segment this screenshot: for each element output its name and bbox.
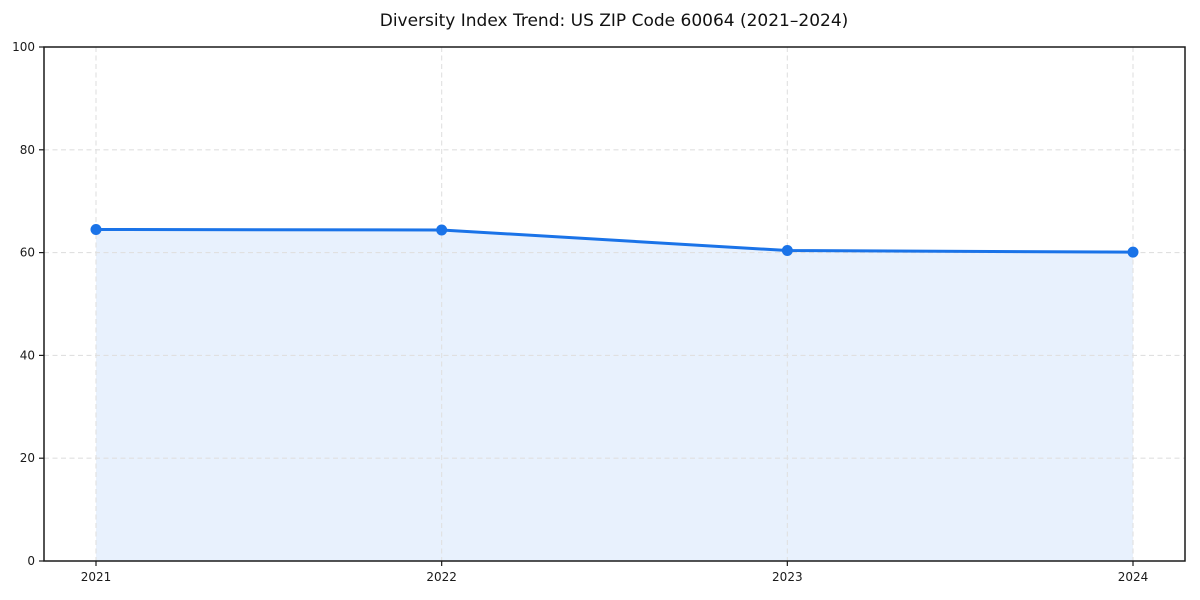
trend-line [94, 227, 1135, 254]
data-point [436, 224, 448, 236]
y-tick-label: 40 [20, 348, 35, 362]
y-tick-label: 60 [20, 246, 35, 260]
x-tick-label: 2024 [1118, 570, 1149, 584]
y-tick-label: 0 [27, 554, 35, 568]
y-tick-label: 100 [12, 40, 35, 54]
data-point [90, 223, 102, 235]
x-tick-label: 2021 [81, 570, 112, 584]
data-point [781, 245, 793, 257]
x-tick-label: 2022 [426, 570, 457, 584]
y-tick-label: 80 [20, 143, 35, 157]
x-tick-label: 2023 [772, 570, 803, 584]
chart-title: Diversity Index Trend: US ZIP Code 60064… [379, 11, 849, 31]
y-tick-label: 20 [20, 451, 35, 465]
axis-frame [43, 46, 1186, 562]
data-point [1127, 246, 1139, 258]
area-fill [96, 229, 1133, 561]
